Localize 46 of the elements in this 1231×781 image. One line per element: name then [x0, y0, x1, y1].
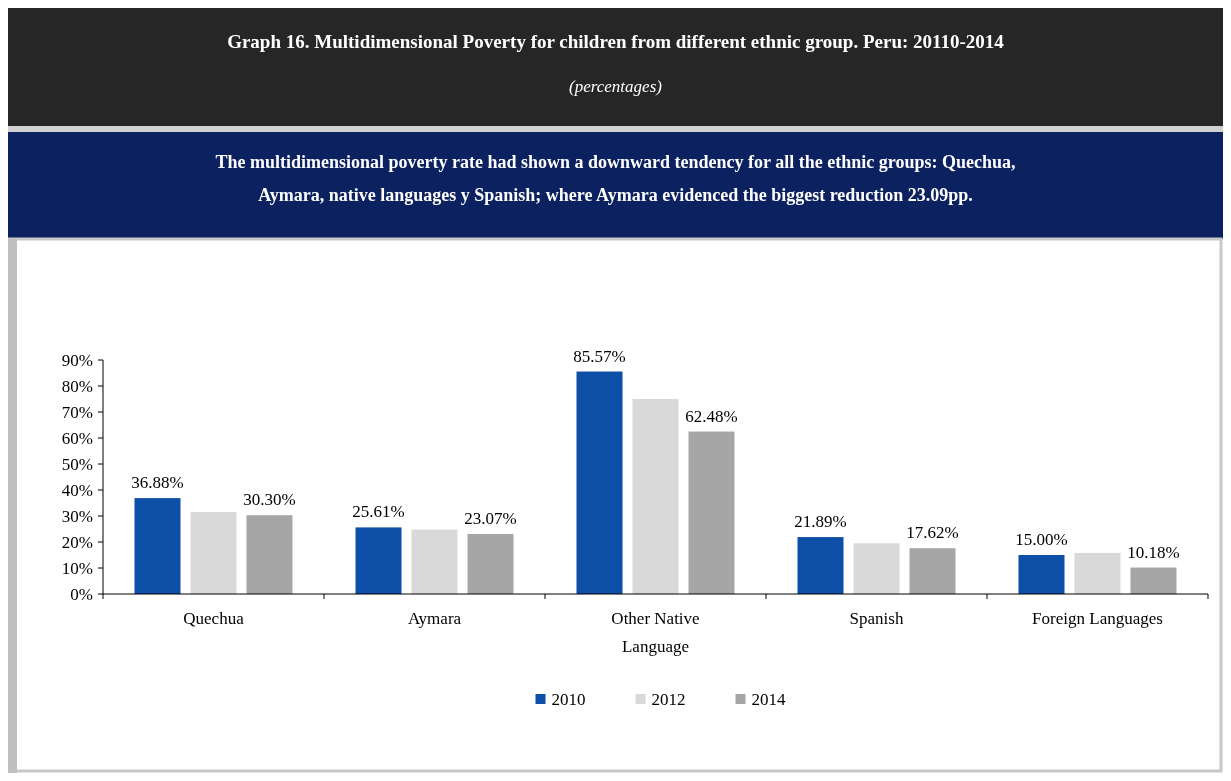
x-tick-label: Quechua [183, 609, 245, 628]
data-label: 25.61% [352, 502, 405, 522]
data-label: 23.07% [464, 509, 517, 529]
bar [576, 371, 623, 594]
bar [190, 512, 237, 594]
bar [246, 515, 293, 594]
bar [853, 543, 900, 594]
bar [909, 548, 956, 594]
data-label: 21.89% [794, 512, 847, 532]
chart-subtitle: (percentages) [569, 77, 663, 96]
data-label: 85.57% [573, 346, 626, 366]
y-tick-label: 20% [61, 533, 93, 552]
legend-label: 2010 [551, 690, 586, 709]
bar [1074, 552, 1121, 594]
bar [797, 537, 844, 594]
y-tick-label: 30% [61, 507, 93, 526]
legend-label: 2012 [651, 690, 686, 709]
y-tick-label: 10% [61, 559, 93, 578]
bar [1130, 567, 1177, 594]
bar [467, 534, 514, 594]
bar [355, 527, 402, 594]
x-tick-label: Aymara [407, 609, 462, 628]
text: The multidimensional poverty rate had shown a downward tendency for all the ethnic groups: Quechua, Aymara, native languages y Spanish; where Aymara evidenced the biggest reduction 23.09pp. [215, 152, 1016, 205]
legend-label: 2014 [751, 690, 786, 709]
bar [411, 529, 458, 594]
chart-title: Graph 16. Multidimensional Poverty for children from different ethnic group. Peru: 20110-2014 [227, 31, 1005, 52]
data-label: 36.88% [131, 473, 184, 493]
y-tick-label: 90% [61, 351, 93, 370]
bar [632, 399, 679, 594]
bar [1018, 555, 1065, 594]
data-label: 30.30% [243, 490, 296, 510]
data-label: 10.18% [1127, 542, 1180, 562]
y-tick-label: 80% [61, 377, 93, 396]
y-tick-label: 40% [61, 481, 93, 500]
bar [688, 431, 735, 594]
x-tick-label: Foreign Languages [1032, 609, 1163, 628]
y-tick-label: 50% [61, 455, 93, 474]
x-tick-label: Other Native Language [611, 609, 700, 656]
data-label: 15.00% [1015, 530, 1068, 549]
y-tick-label: 0% [70, 585, 93, 604]
y-tick-label: 60% [61, 429, 93, 448]
bar [134, 498, 181, 594]
data-label: 17.62% [906, 523, 959, 543]
x-tick-label: Spanish [849, 609, 904, 628]
y-tick-label: 70% [61, 403, 93, 422]
data-label: 62.48% [685, 406, 738, 426]
